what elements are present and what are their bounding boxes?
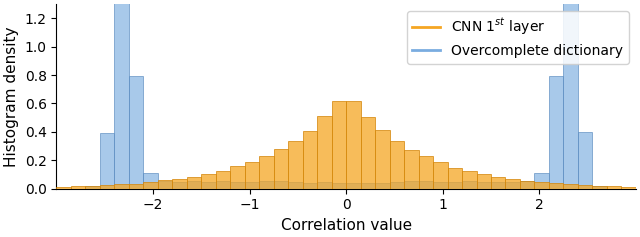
- Bar: [578, 132, 593, 189]
- Bar: [202, 174, 216, 189]
- Bar: [506, 182, 520, 189]
- Bar: [202, 182, 216, 189]
- Bar: [593, 186, 607, 189]
- Bar: [578, 185, 593, 189]
- Bar: [172, 182, 187, 189]
- Bar: [621, 187, 636, 189]
- X-axis label: Correlation value: Correlation value: [280, 218, 412, 233]
- Bar: [360, 183, 375, 189]
- Bar: [187, 181, 202, 189]
- Bar: [143, 182, 158, 189]
- Bar: [506, 179, 520, 189]
- Bar: [332, 183, 346, 189]
- Legend: CNN 1$^{st}$ layer, Overcomplete dictionary: CNN 1$^{st}$ layer, Overcomplete diction…: [407, 11, 629, 64]
- Bar: [360, 117, 375, 189]
- Bar: [85, 186, 100, 189]
- Bar: [317, 182, 332, 189]
- Bar: [230, 182, 244, 189]
- Bar: [404, 150, 419, 189]
- Bar: [115, 0, 129, 189]
- Bar: [549, 183, 563, 189]
- Bar: [534, 173, 549, 189]
- Bar: [187, 177, 202, 189]
- Bar: [419, 156, 433, 189]
- Bar: [477, 174, 491, 189]
- Bar: [129, 76, 143, 189]
- Bar: [346, 101, 360, 189]
- Bar: [375, 130, 390, 189]
- Bar: [303, 131, 317, 189]
- Bar: [534, 182, 549, 189]
- Bar: [158, 180, 172, 189]
- Bar: [230, 166, 244, 189]
- Bar: [477, 182, 491, 189]
- Bar: [447, 168, 462, 189]
- Bar: [491, 177, 506, 189]
- Bar: [433, 162, 447, 189]
- Bar: [433, 182, 447, 189]
- Bar: [56, 187, 71, 189]
- Bar: [375, 183, 390, 189]
- Y-axis label: Histogram density: Histogram density: [4, 26, 19, 167]
- Bar: [259, 156, 274, 189]
- Bar: [520, 181, 534, 189]
- Bar: [216, 181, 230, 189]
- Bar: [593, 186, 607, 189]
- Bar: [549, 77, 563, 189]
- Bar: [563, 0, 578, 189]
- Bar: [390, 141, 404, 189]
- Bar: [346, 183, 360, 189]
- Bar: [216, 171, 230, 189]
- Bar: [288, 182, 303, 189]
- Bar: [115, 184, 129, 189]
- Bar: [158, 181, 172, 189]
- Bar: [462, 171, 477, 189]
- Bar: [85, 186, 100, 189]
- Bar: [419, 181, 433, 189]
- Bar: [172, 179, 187, 189]
- Bar: [71, 186, 85, 189]
- Bar: [404, 181, 419, 189]
- Bar: [100, 133, 115, 189]
- Bar: [244, 162, 259, 189]
- Bar: [317, 116, 332, 189]
- Bar: [390, 182, 404, 189]
- Bar: [491, 182, 506, 189]
- Bar: [303, 183, 317, 189]
- Bar: [129, 183, 143, 189]
- Bar: [462, 181, 477, 189]
- Bar: [607, 186, 621, 189]
- Bar: [100, 185, 115, 189]
- Bar: [143, 173, 158, 189]
- Bar: [274, 149, 288, 189]
- Bar: [244, 182, 259, 189]
- Bar: [259, 181, 274, 189]
- Bar: [274, 181, 288, 189]
- Bar: [563, 184, 578, 189]
- Bar: [447, 182, 462, 189]
- Bar: [520, 181, 534, 189]
- Bar: [332, 101, 346, 189]
- Bar: [288, 141, 303, 189]
